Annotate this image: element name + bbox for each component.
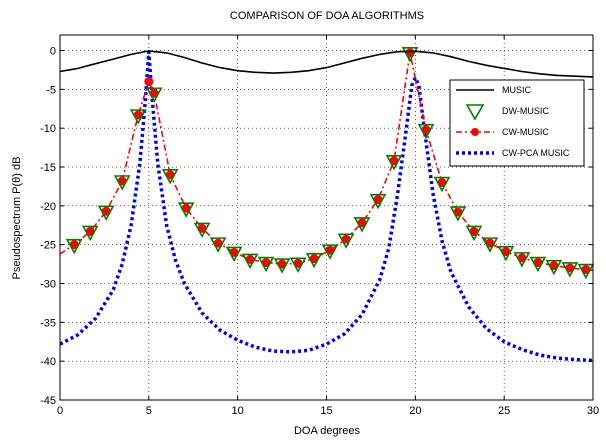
legend-label: CW-MUSIC (502, 127, 549, 137)
chart-title: COMPARISON OF DOA ALGORITHMS (230, 10, 424, 22)
data-point (369, 193, 387, 210)
y-tick-label: -15 (40, 162, 56, 174)
series-cw-pca-music (59, 50, 594, 363)
legend-item: CW-MUSIC (456, 127, 549, 137)
data-point (337, 233, 355, 249)
data-point (273, 258, 291, 274)
y-tick-label: -35 (40, 317, 56, 329)
legend-item: MUSIC (456, 85, 532, 95)
x-tick-label: 15 (320, 405, 332, 417)
data-point (577, 263, 595, 280)
data-point (177, 202, 195, 218)
data-point (145, 87, 163, 103)
data-point (497, 245, 515, 262)
x-tick-label: 30 (587, 405, 599, 417)
y-tick-label: -25 (40, 240, 56, 252)
data-point (513, 252, 531, 268)
y-tick-label: -20 (40, 201, 56, 213)
data-point (129, 109, 147, 125)
data-point (321, 244, 339, 260)
data-point (561, 262, 579, 278)
data-point (449, 206, 467, 222)
y-tick-label: -30 (40, 279, 56, 291)
data-point (113, 175, 131, 191)
legend-box (449, 79, 585, 167)
series-music (59, 50, 594, 78)
data-point (417, 123, 435, 140)
data-point (433, 176, 451, 193)
data-point (209, 237, 227, 253)
x-axis-label: DOA degrees (294, 425, 361, 437)
data-point (144, 77, 154, 87)
data-point (161, 168, 179, 185)
data-point (97, 205, 115, 221)
y-tick-label: 0 (50, 46, 56, 58)
series-line (59, 50, 594, 78)
data-point (257, 256, 275, 273)
data-point (289, 257, 307, 274)
data-point (545, 259, 563, 276)
series-dw-music (65, 47, 595, 280)
y-tick-label: -40 (40, 356, 56, 368)
x-tick-label: 5 (146, 405, 152, 417)
legend: MUSIC DW-MUSIC CW-MUSIC CW-PCA MUSIC (449, 79, 585, 167)
x-tick-label: 0 (57, 405, 63, 417)
data-point (465, 225, 483, 242)
data-point (401, 47, 419, 63)
x-tick-label: 20 (409, 405, 421, 417)
data-point (81, 225, 99, 242)
data-point (65, 238, 83, 255)
x-tick-label: 25 (498, 405, 510, 417)
tick-layer: 0 5 10 15 20 25 30 0 -5 -10 -15 -20 -25 -30 -35 -40 -45 (40, 35, 599, 417)
data-point (225, 246, 243, 263)
data-point (481, 237, 499, 253)
series-layer (59, 47, 595, 363)
data-point (353, 217, 371, 233)
legend-label: DW-MUSIC (502, 106, 549, 116)
data-point (193, 222, 211, 239)
y-tick-label: -10 (40, 123, 56, 135)
x-tick-label: 10 (232, 405, 244, 417)
data-point (305, 252, 323, 269)
series-line (59, 50, 594, 363)
data-point (385, 155, 403, 171)
legend-item: CW-PCA MUSIC (456, 148, 570, 158)
legend-label: MUSIC (502, 85, 532, 95)
legend-label: CW-PCA MUSIC (502, 148, 570, 158)
legend-swatch-marker (465, 104, 485, 121)
data-point (529, 256, 547, 273)
legend-swatch-marker (471, 128, 479, 136)
y-tick-label: -5 (46, 84, 56, 96)
y-tick-label: -45 (40, 395, 56, 407)
legend-item: DW-MUSIC (465, 104, 549, 121)
y-axis-label: Pseudospectrum P(θ) dB (11, 157, 23, 280)
data-point (241, 253, 259, 270)
